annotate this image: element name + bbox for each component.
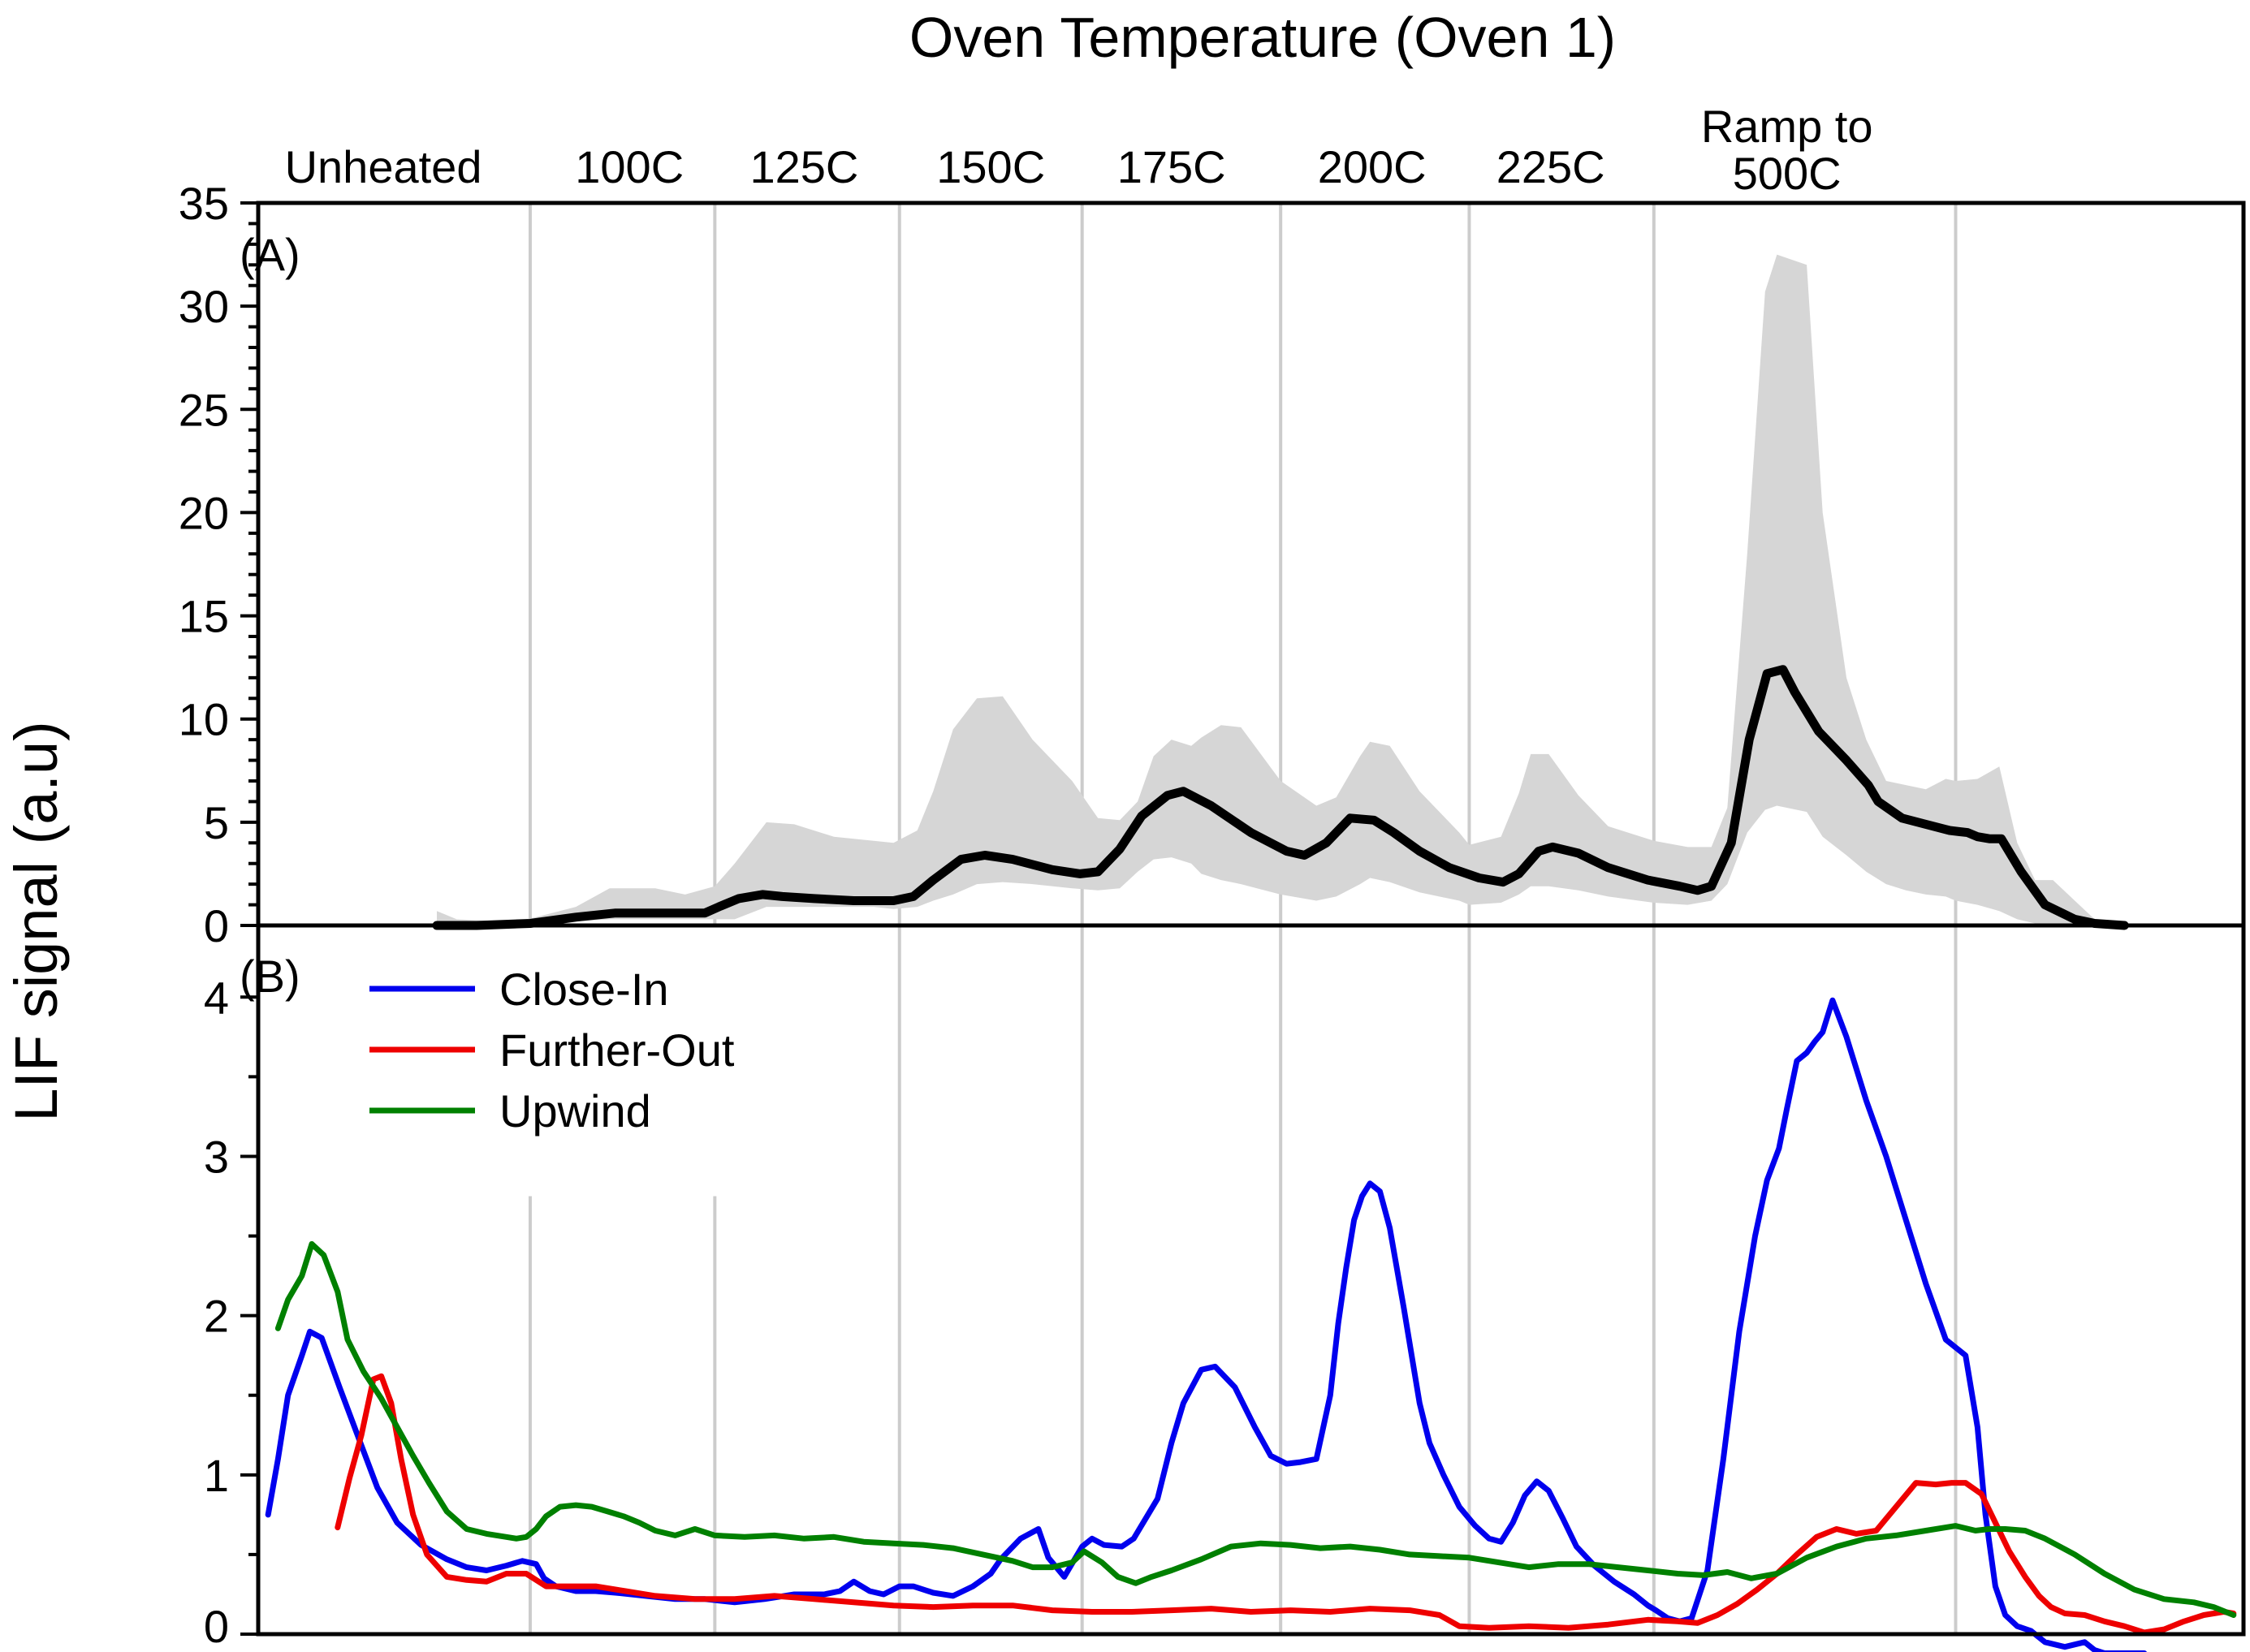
panel-b-label: (B) xyxy=(240,951,300,1002)
temperature-labels: Unheated 100C 125C 150C 175C 200C 225C Ramp to5… xyxy=(285,101,1873,199)
y-tick-label: 2 xyxy=(204,1291,229,1342)
y-tick-label: 20 xyxy=(179,487,229,538)
y-tick-label: 10 xyxy=(179,694,229,745)
temperature-label: Ramp to xyxy=(1701,101,1873,152)
series-line-upwind xyxy=(274,1240,2237,1618)
legend: Close-In Further-Out Upwind xyxy=(369,964,735,1137)
y-axis-label: LIF signal (a.u) xyxy=(2,721,70,1122)
panel-a: 0 5 10 15 20 25 30 35 (A) xyxy=(179,178,2135,951)
series-line-further-out xyxy=(335,1373,2237,1636)
y-tick-label: 25 xyxy=(179,384,229,435)
legend-label: Upwind xyxy=(499,1085,651,1137)
legend-label: Close-In xyxy=(499,964,669,1015)
panel-a-mean-line xyxy=(432,665,2129,930)
y-tick-label: 0 xyxy=(204,900,229,951)
panel-b-series xyxy=(265,997,2237,1652)
chart-title: Oven Temperature (Oven 1) xyxy=(909,6,1616,69)
temperature-label: 150C xyxy=(936,141,1045,192)
temperature-label: Unheated xyxy=(285,141,482,192)
panel-b-frame xyxy=(256,923,2246,1637)
panel-a-label: (A) xyxy=(240,229,300,280)
y-tick-label: 5 xyxy=(204,797,229,848)
panel-a-variability-band xyxy=(437,254,2135,926)
temperature-label: 500C xyxy=(1733,148,1842,199)
panel-a-period-lines xyxy=(528,203,1958,925)
temperature-label: 225C xyxy=(1496,141,1605,192)
y-tick-label: 4 xyxy=(204,972,229,1023)
temperature-label: 200C xyxy=(1318,141,1427,192)
temperature-label: 125C xyxy=(749,141,858,192)
panel-a-y-axis: 0 5 10 15 20 25 30 35 xyxy=(179,178,258,951)
panel-b: 0 1 2 3 4 (B) Close-In Further-Out Upwind xyxy=(204,925,2237,1652)
panel-b-period-lines xyxy=(528,925,1958,1634)
panel-b-y-axis: 0 1 2 3 4 xyxy=(204,972,258,1652)
temperature-label: 175C xyxy=(1117,141,1226,192)
y-tick-label: 3 xyxy=(204,1131,229,1182)
y-tick-label: 15 xyxy=(179,591,229,642)
y-tick-label: 1 xyxy=(204,1450,229,1501)
y-tick-label: 0 xyxy=(204,1601,229,1652)
series-line-close-in xyxy=(265,997,2147,1652)
temperature-label: 100C xyxy=(575,141,684,192)
y-tick-label: 30 xyxy=(179,281,229,332)
legend-label: Further-Out xyxy=(499,1024,735,1076)
y-tick-label: 35 xyxy=(179,178,229,229)
